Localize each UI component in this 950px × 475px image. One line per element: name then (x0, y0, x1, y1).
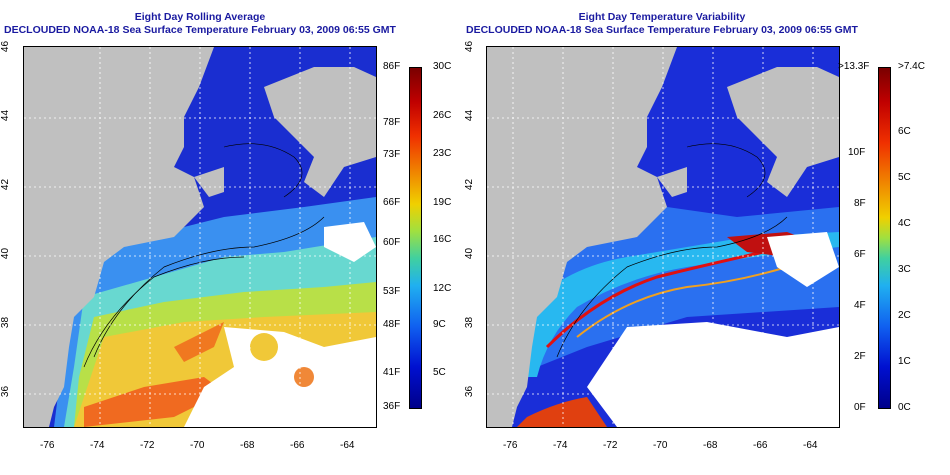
left-cb-c-label: 9C (433, 319, 446, 330)
right-xtick: -74 (553, 440, 568, 451)
graticule (487, 47, 839, 427)
left-ytick: 40 (0, 247, 12, 260)
cloud-mask-east (767, 232, 839, 287)
left-cb-c-label: 16C (433, 234, 452, 245)
land-cape-cod (194, 167, 224, 197)
left-xtick: -66 (290, 440, 305, 451)
left-cb-c-label: 26C (433, 110, 452, 121)
right-cb-c-label: >7.4C (898, 61, 925, 72)
left-xtick: -74 (90, 440, 105, 451)
left-cb-f-label: 60F (383, 237, 401, 248)
graticule (24, 47, 376, 427)
left-ytick: 44 (0, 109, 12, 122)
contour-line (93, 216, 325, 358)
right-cb-f-label: >13.3F (838, 61, 870, 72)
right-colorbar (878, 67, 891, 409)
right-variability-map (486, 46, 840, 428)
left-cb-f-label: 86F (383, 61, 401, 72)
left-cb-f-label: 66F (383, 197, 401, 208)
high-variability-front (545, 245, 788, 349)
right-cb-f-label: 10F (848, 147, 866, 158)
right-xtick: -76 (503, 440, 518, 451)
contour-line (556, 216, 788, 358)
right-ytick: 38 (464, 316, 476, 329)
right-xtick: -72 (603, 440, 618, 451)
right-map-svg (487, 47, 839, 427)
left-ytick: 36 (0, 385, 12, 398)
cloud-mask-south (184, 327, 376, 427)
warm-patch (250, 333, 278, 361)
left-sst-map (23, 46, 377, 428)
right-cb-c-label: 5C (898, 172, 911, 183)
land-north-america (24, 47, 214, 427)
left-xtick: -64 (340, 440, 355, 451)
high-variability-front (576, 266, 788, 338)
right-cb-c-label: 1C (898, 356, 911, 367)
gulf-stream-core (84, 377, 224, 427)
right-xtick: -70 (653, 440, 668, 451)
contour-line (83, 256, 245, 368)
right-cb-c-label: 4C (898, 218, 911, 229)
shelf-front (527, 232, 839, 377)
left-ytick: 46 (0, 40, 12, 53)
left-title-line2: DECLOUDED NOAA-18 Sea Surface Temperatur… (4, 24, 396, 36)
left-colorbar (409, 67, 422, 409)
left-cb-f-label: 73F (383, 149, 401, 160)
left-ytick: 42 (0, 178, 12, 191)
left-cb-c-label: 5C (433, 367, 446, 378)
high-variability-south (517, 397, 607, 427)
left-cb-f-label: 48F (383, 319, 401, 330)
left-ytick: 38 (0, 316, 12, 329)
land-cape-cod (657, 167, 687, 197)
left-xtick: -76 (40, 440, 55, 451)
right-cb-f-label: 8F (854, 198, 866, 209)
right-xtick: -64 (803, 440, 818, 451)
contour-line (223, 143, 303, 198)
left-cb-f-label: 78F (383, 117, 401, 128)
warm-core-ring (174, 322, 224, 362)
warm-patch (294, 367, 314, 387)
right-cb-c-label: 6C (898, 126, 911, 137)
right-cb-c-label: 2C (898, 310, 911, 321)
left-xtick: -72 (140, 440, 155, 451)
right-xtick: -68 (703, 440, 718, 451)
right-cb-f-label: 4F (854, 300, 866, 311)
left-map-svg (24, 47, 376, 427)
left-xtick: -70 (190, 440, 205, 451)
right-ytick: 44 (464, 109, 476, 122)
right-cb-c-label: 3C (898, 264, 911, 275)
right-cb-c-label: 0C (898, 402, 911, 413)
contour-line (686, 143, 766, 198)
land-north-america (487, 47, 677, 427)
right-ytick: 40 (464, 247, 476, 260)
right-ytick: 46 (464, 40, 476, 53)
right-cb-f-label: 0F (854, 402, 866, 413)
right-title-line2: DECLOUDED NOAA-18 Sea Surface Temperatur… (466, 24, 858, 36)
left-cb-c-label: 23C (433, 148, 452, 159)
left-cb-f-label: 41F (383, 367, 401, 378)
left-cb-f-label: 36F (383, 401, 401, 412)
left-cb-c-label: 12C (433, 283, 452, 294)
left-cb-c-label: 19C (433, 197, 452, 208)
right-ytick: 36 (464, 385, 476, 398)
right-xtick: -66 (753, 440, 768, 451)
right-title-line1: Eight Day Temperature Variability (578, 11, 746, 23)
right-cb-f-label: 6F (854, 249, 866, 260)
right-ytick: 42 (464, 178, 476, 191)
left-cb-c-label: 30C (433, 61, 452, 72)
right-cb-f-label: 2F (854, 351, 866, 362)
land-nova-scotia (264, 67, 376, 197)
left-xtick: -68 (240, 440, 255, 451)
land-nova-scotia (727, 67, 839, 197)
left-cb-f-label: 53F (383, 286, 401, 297)
left-title-line1: Eight Day Rolling Average (134, 11, 266, 23)
cloud-mask-south (587, 322, 839, 427)
